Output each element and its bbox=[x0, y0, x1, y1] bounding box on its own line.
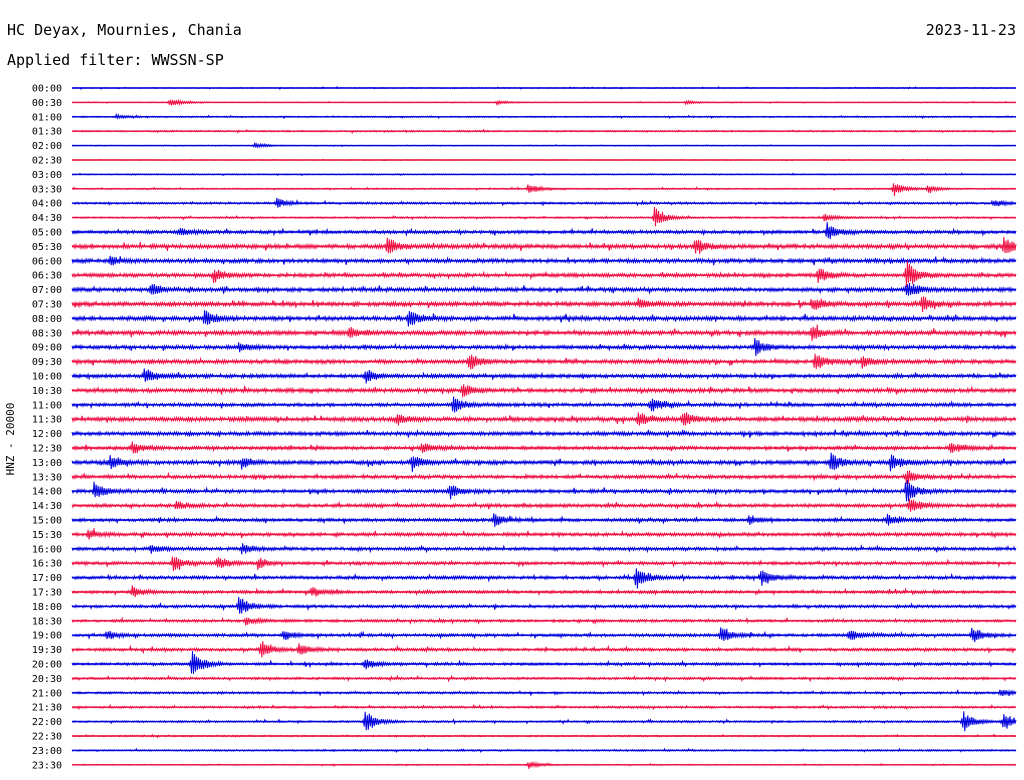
row-time-label: 09:00 bbox=[32, 343, 62, 354]
row-time-label: 13:00 bbox=[32, 458, 62, 469]
row-time-label: 04:30 bbox=[32, 213, 62, 224]
row-time-label: 04:00 bbox=[32, 199, 62, 210]
trace-line bbox=[71, 596, 1017, 614]
row-time-label: 22:00 bbox=[32, 717, 62, 728]
trace-line bbox=[71, 236, 1017, 254]
row-time-label: 02:00 bbox=[32, 141, 62, 152]
row-time-label: 01:30 bbox=[32, 127, 62, 138]
row-time-label: 08:00 bbox=[32, 314, 62, 325]
row-time-label: 03:30 bbox=[32, 184, 62, 195]
row-time-label: 12:00 bbox=[32, 429, 62, 440]
row-time-label: 01:00 bbox=[32, 112, 62, 123]
row-time-label: 10:00 bbox=[32, 372, 62, 383]
row-time-label: 18:30 bbox=[32, 616, 62, 627]
row-time-label: 21:00 bbox=[32, 688, 62, 699]
record-date: 2023-11-23 bbox=[925, 21, 1016, 39]
row-time-label: 09:30 bbox=[32, 357, 62, 368]
row-time-label: 18:00 bbox=[32, 602, 62, 613]
row-time-label: 23:00 bbox=[32, 746, 62, 757]
row-time-label: 12:30 bbox=[32, 444, 62, 455]
row-time-label: 16:00 bbox=[32, 544, 62, 555]
trace-line bbox=[71, 585, 1017, 598]
row-time-label: 17:00 bbox=[32, 573, 62, 584]
row-time-label: 14:00 bbox=[32, 487, 62, 498]
row-time-label: 20:30 bbox=[32, 674, 62, 685]
station-title: HC Deyax, Mournies, Chania bbox=[7, 21, 242, 39]
row-time-label: 05:30 bbox=[32, 242, 62, 253]
row-time-label: 05:00 bbox=[32, 228, 62, 239]
row-time-label: 03:00 bbox=[32, 170, 62, 181]
row-time-label: 19:00 bbox=[32, 631, 62, 642]
row-time-label: 19:30 bbox=[32, 645, 62, 656]
row-time-label: 11:00 bbox=[32, 400, 62, 411]
row-time-label: 15:30 bbox=[32, 530, 62, 541]
row-time-label: 08:30 bbox=[32, 328, 62, 339]
row-time-label: 14:30 bbox=[32, 501, 62, 512]
trace-line bbox=[71, 222, 1017, 240]
row-time-label: 17:30 bbox=[32, 588, 62, 599]
row-time-label: 20:00 bbox=[32, 660, 62, 671]
row-time-label: 22:30 bbox=[32, 732, 62, 743]
row-time-label: 02:30 bbox=[32, 156, 62, 167]
row-time-label: 00:00 bbox=[32, 84, 62, 95]
row-time-label: 00:30 bbox=[32, 98, 62, 109]
row-time-label: 06:00 bbox=[32, 256, 62, 267]
row-time-label: 10:30 bbox=[32, 386, 62, 397]
trace-line bbox=[71, 183, 1017, 196]
row-time-label: 06:30 bbox=[32, 271, 62, 282]
filter-label: Applied filter: WWSSN-SP bbox=[7, 51, 224, 69]
trace-line bbox=[71, 206, 1017, 227]
row-time-label: 11:30 bbox=[32, 415, 62, 426]
row-time-label: 16:30 bbox=[32, 559, 62, 570]
row-time-label: 15:00 bbox=[32, 516, 62, 527]
trace-line bbox=[71, 568, 1017, 589]
trace-line bbox=[71, 260, 1017, 288]
row-time-label: 13:30 bbox=[32, 472, 62, 483]
trace-line bbox=[71, 651, 1017, 674]
trace-line bbox=[71, 255, 1017, 266]
row-time-label: 23:30 bbox=[32, 760, 62, 771]
row-time-label: 07:30 bbox=[32, 300, 62, 311]
trace-line bbox=[71, 384, 1017, 398]
row-time-label: 07:00 bbox=[32, 285, 62, 296]
row-time-label: 21:30 bbox=[32, 703, 62, 714]
